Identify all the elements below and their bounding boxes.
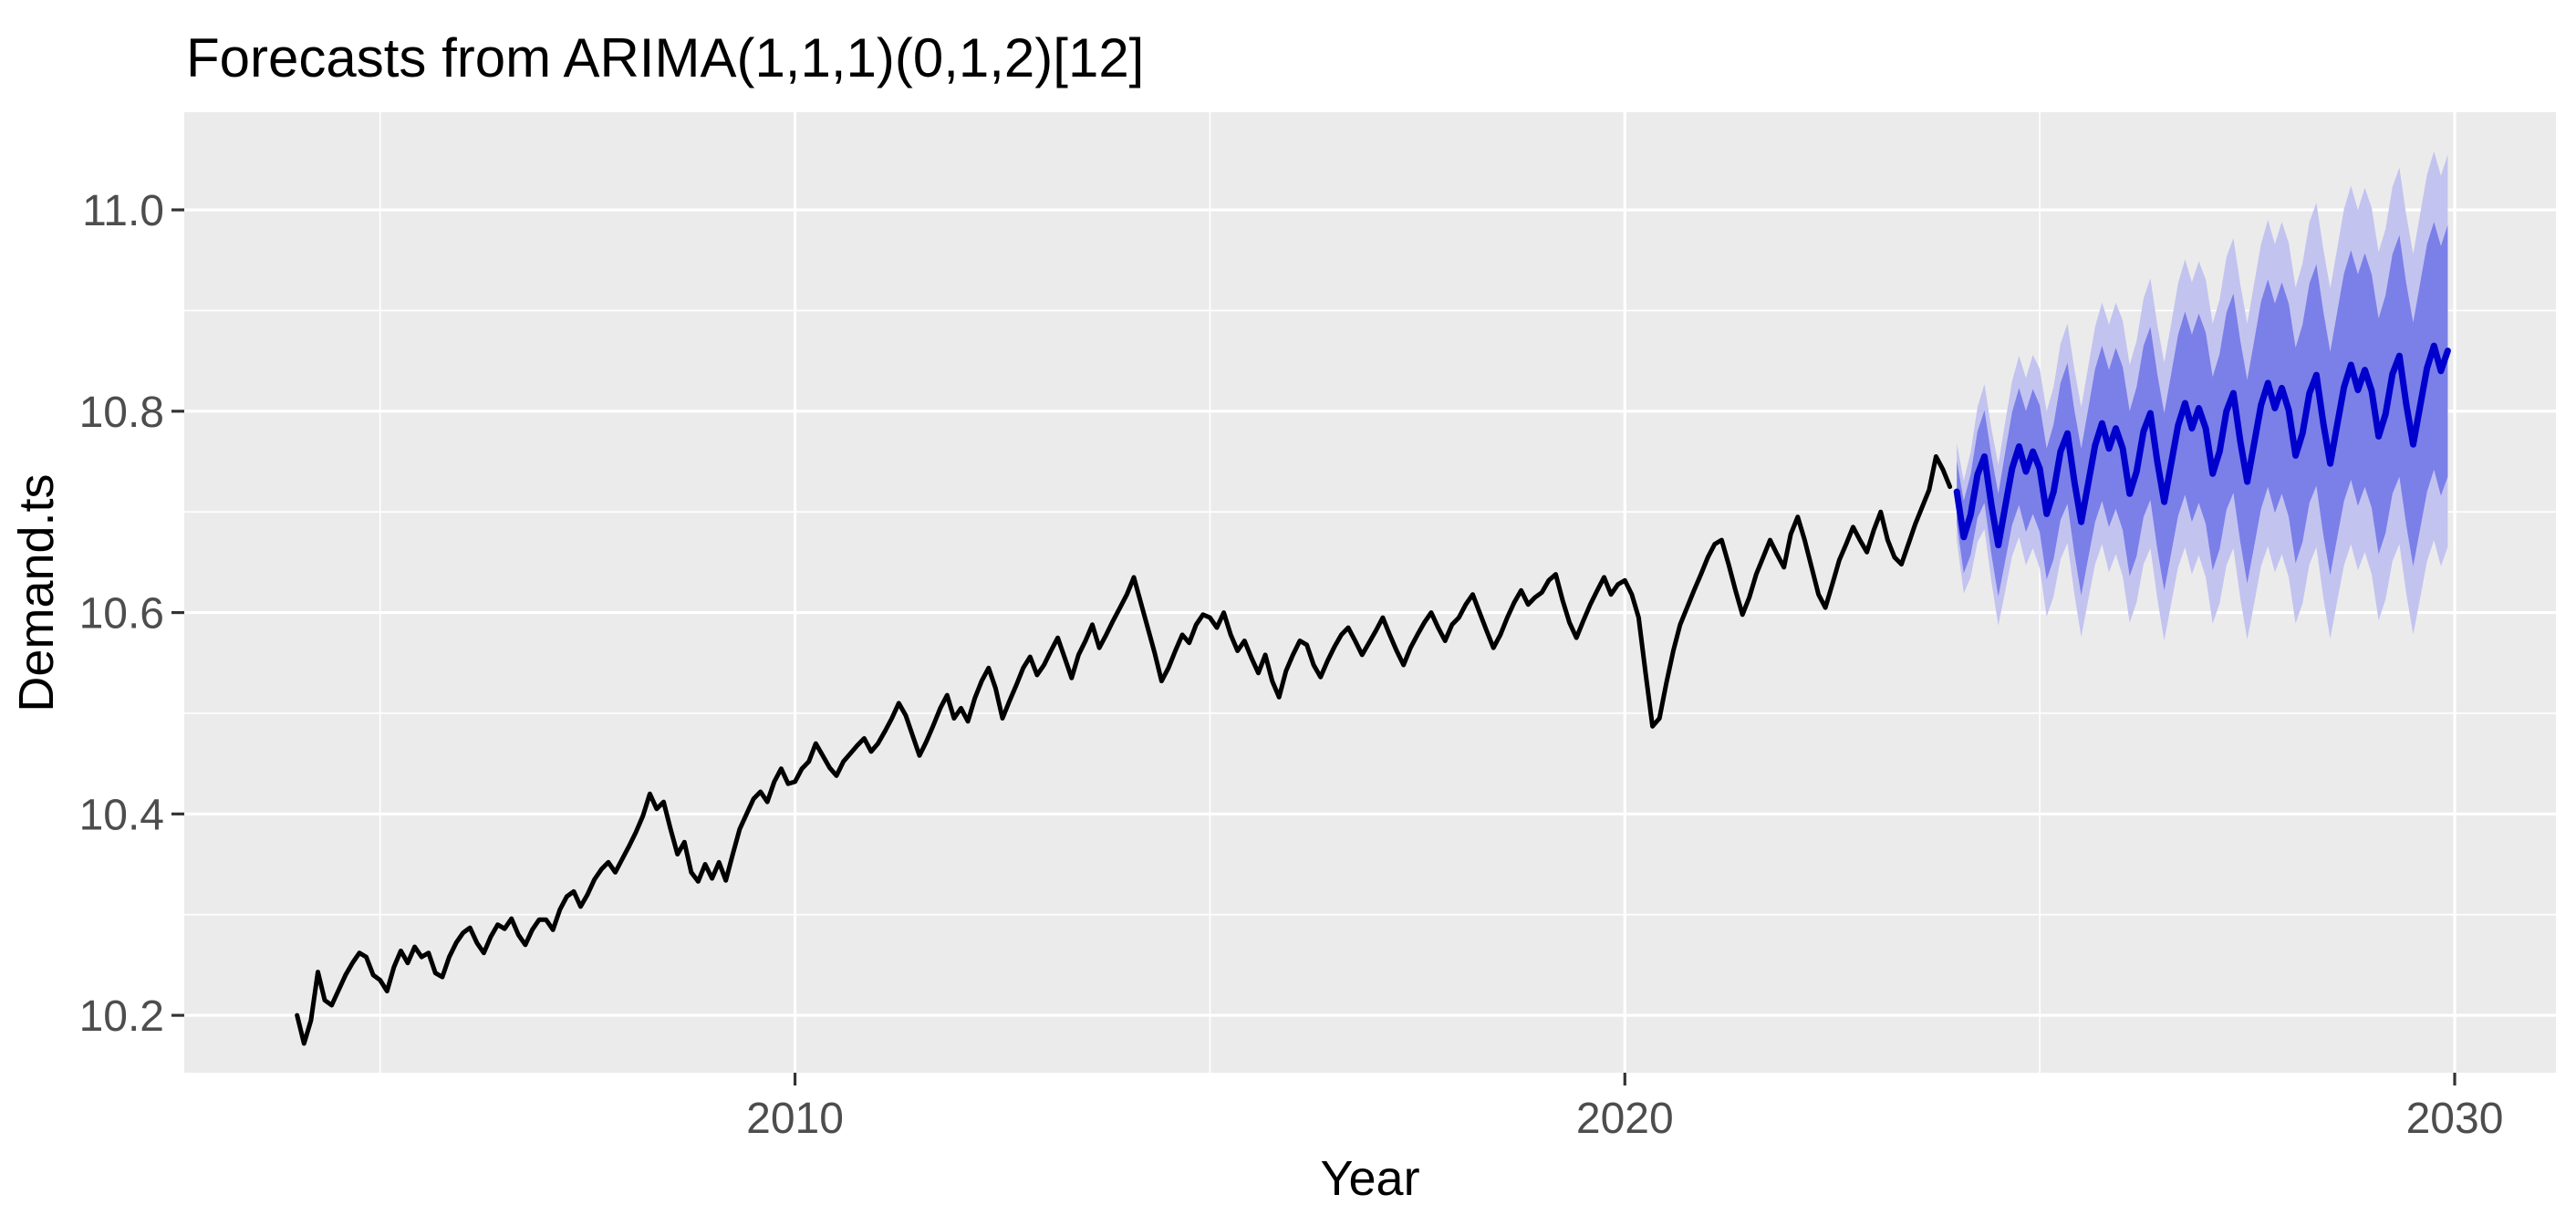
gridlines-minor <box>184 112 2556 1073</box>
x-tick-label: 2020 <box>1576 1095 1674 1143</box>
plot-panel <box>184 112 2556 1073</box>
y-tick-label: 10.2 <box>79 992 164 1041</box>
y-tick-label: 10.8 <box>79 389 164 437</box>
plot-title: Forecasts from ARIMA(1,1,1)(0,1,2)[12] <box>186 27 1144 88</box>
y-tick-label: 10.6 <box>79 590 164 639</box>
series-lines <box>295 342 2451 1046</box>
axis-tick-marks <box>171 208 2457 1085</box>
x-tick-label: 2010 <box>746 1095 844 1143</box>
y-axis-tick-labels: 10.2 10.4 10.6 10.8 11.0 <box>79 187 164 1041</box>
y-tick-label: 10.4 <box>79 791 164 839</box>
x-axis-tick-labels: 2010 2020 2030 <box>746 1095 2503 1143</box>
x-tick-label: 2030 <box>2406 1095 2504 1143</box>
y-axis-title: Demand.ts <box>9 473 64 711</box>
x-axis-title: Year <box>1320 1151 1419 1206</box>
forecast-mean-line <box>1953 342 2451 549</box>
y-tick-label: 11.0 <box>82 187 164 235</box>
observed-series-line <box>295 454 1953 1046</box>
